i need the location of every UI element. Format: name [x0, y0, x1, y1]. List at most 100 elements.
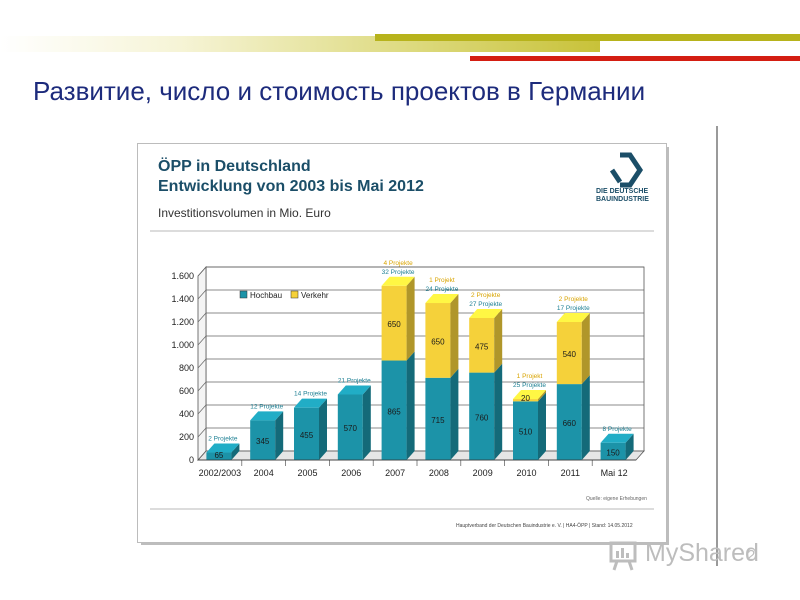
x-tick-label: 2002/2003 — [199, 468, 242, 478]
footer-note: Hauptverband der Deutschen Bauindustrie … — [456, 523, 633, 529]
legend-swatch-hochbau — [239, 290, 248, 299]
stacked-bar-chart: 0 200 400 600 800 1.000 1.200 1.400 1.600 Hochbau… — [171, 260, 645, 478]
bar-top — [250, 411, 284, 421]
data-label-hochbau: 570 — [344, 424, 358, 433]
bar-verkehr-side — [581, 313, 590, 385]
chart-title-line2: Entwicklung von 2003 bis Mai 2012 — [158, 178, 424, 195]
data-label-verkehr: 20 — [521, 394, 530, 403]
project-count-hochbau: 2 Projekte — [208, 436, 238, 443]
bar-top — [600, 433, 634, 443]
bar-verkehr-side — [494, 308, 503, 373]
legend-label-verkehr: Verkehr — [301, 291, 329, 300]
bar-hochbau-front — [337, 394, 363, 460]
x-tick-label: 2010 — [516, 468, 536, 478]
x-tick-label: 2005 — [297, 468, 317, 478]
project-count-verkehr: 2 Projekte — [471, 292, 501, 299]
x-tick-label: 2007 — [385, 468, 405, 478]
data-label-verkehr: 540 — [563, 350, 577, 359]
project-count-hochbau: 27 Projekte — [469, 301, 502, 308]
bar-hochbau-side — [275, 411, 284, 460]
project-count-hochbau: 21 Projekte — [338, 377, 371, 384]
bar-top — [206, 443, 240, 453]
project-count-verkehr: 1 Projekt — [517, 373, 543, 380]
bar-hochbau-side — [494, 363, 503, 460]
bar-hochbau-side — [581, 375, 590, 460]
project-count-hochbau: 32 Projekte — [382, 269, 415, 276]
bar-top — [381, 276, 415, 286]
bar-verkehr-front — [425, 303, 451, 378]
bar-hochbau-side — [625, 433, 634, 460]
bar-verkehr-front — [556, 322, 582, 385]
bar-hochbau-front — [250, 420, 276, 460]
bar-hochbau-side — [231, 443, 240, 460]
project-count-hochbau: 14 Projekte — [294, 391, 327, 398]
y-tick-label: 200 — [179, 432, 194, 442]
bauindustrie-logo-icon — [610, 152, 644, 188]
x-tick-label: 2004 — [254, 468, 274, 478]
bar-top — [469, 308, 503, 318]
bar-hochbau-side — [362, 385, 371, 460]
legend-swatch-verkehr — [290, 290, 299, 299]
project-count-verkehr: 4 Projekte — [383, 260, 413, 267]
myshared-watermark: MyShared 2 — [607, 537, 797, 577]
project-count-verkehr: 1 Projekt — [429, 277, 455, 284]
bar-verkehr-side — [406, 276, 415, 361]
project-count-hochbau: 24 Projekte — [425, 286, 458, 293]
data-label-hochbau: 715 — [431, 416, 445, 425]
chart-subtitle: Investitionsvolumen in Mio. Euro — [158, 206, 331, 220]
bar-top — [513, 390, 546, 400]
bar-hochbau-front — [556, 384, 582, 460]
data-label-verkehr: 650 — [387, 320, 401, 329]
project-count-hochbau: 25 Projekte — [513, 382, 546, 389]
data-label-hochbau: 760 — [475, 413, 489, 422]
x-tick-label: 2011 — [561, 468, 580, 478]
data-label-hochbau: 660 — [563, 419, 577, 428]
logo-text-line1: DIE DEUTSCHE — [596, 188, 649, 195]
bar-verkehr-side — [538, 390, 546, 402]
data-label-verkehr: 650 — [431, 337, 445, 346]
bar-top — [425, 294, 459, 304]
x-tick-label: Mai 12 — [601, 468, 628, 478]
bar-hochbau-side — [406, 351, 415, 460]
bar-hochbau-front — [206, 452, 232, 460]
project-count-hochbau: 17 Projekte — [557, 305, 590, 312]
y-tick-label: 1.200 — [171, 317, 194, 327]
y-tick-label: 800 — [179, 363, 194, 373]
y-tick-label: 1.600 — [171, 271, 194, 281]
data-label-verkehr: 475 — [475, 342, 489, 351]
data-label-hochbau: 345 — [256, 437, 270, 446]
data-label-hochbau: 455 — [300, 431, 314, 440]
bar-verkehr-front — [469, 317, 495, 373]
bar-hochbau-front — [294, 407, 319, 460]
y-gridline — [197, 289, 644, 300]
chart-title-line1: ÖPP in Deutschland — [158, 158, 311, 175]
project-count-hochbau: 8 Projekte — [602, 426, 632, 433]
logo-text-line2: BAUINDUSTRIE — [596, 196, 649, 203]
bar-hochbau-side — [450, 368, 459, 460]
y-tick-label: 600 — [179, 386, 194, 396]
chart-card: ÖPP in Deutschland Entwicklung von 2003 … — [137, 143, 667, 543]
data-label-hochbau: 65 — [214, 451, 223, 460]
x-tick-label: 2009 — [473, 468, 493, 478]
x-tick-label: 2006 — [341, 468, 361, 478]
bar-verkehr-front — [513, 399, 538, 402]
bar-hochbau-front — [469, 372, 495, 460]
bar-hochbau-side — [319, 398, 327, 460]
bar-hochbau-side — [538, 392, 546, 460]
bar-top — [294, 398, 327, 408]
top-decor-bar — [0, 0, 800, 70]
presentation-icon — [609, 541, 637, 571]
data-label-hochbau: 150 — [606, 448, 620, 457]
watermark-text: MyShared — [645, 539, 759, 567]
divider-line — [716, 126, 718, 566]
footer-separator — [150, 508, 654, 510]
data-label-hochbau: 865 — [387, 407, 401, 416]
y-tick-label: 1.400 — [171, 294, 194, 304]
bar-hochbau-front — [381, 360, 407, 460]
bar-top — [337, 385, 371, 395]
project-count-verkehr: 2 Projekte — [559, 296, 589, 303]
source-note: Quelle: eigene Erhebungen — [586, 496, 647, 502]
y-gridline — [197, 266, 644, 277]
legend-label-hochbau: Hochbau — [250, 291, 282, 300]
top-olive-stripe — [375, 34, 800, 41]
